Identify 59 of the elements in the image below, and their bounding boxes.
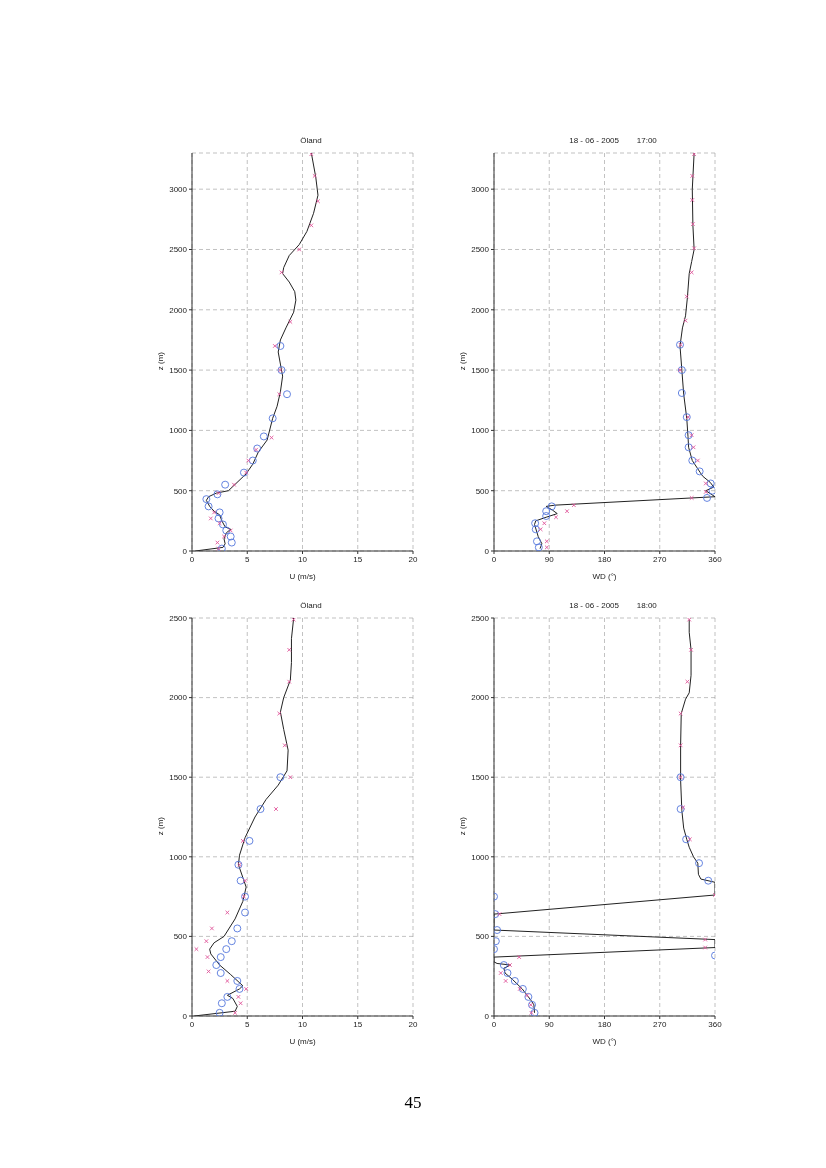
y-tick-label: 0	[182, 546, 188, 556]
y-tick-label: 3000	[169, 185, 188, 195]
y-tick-label: 2000	[169, 693, 188, 703]
y-tick-label: 1000	[471, 426, 490, 436]
y-tick-label: 2000	[471, 305, 490, 315]
y-tick-label: 2500	[471, 613, 490, 623]
chart-title: Öland	[299, 600, 323, 612]
y-tick-label: 1500	[169, 773, 188, 783]
text: 45	[403, 1093, 423, 1113]
y-tick-label: 2000	[471, 693, 490, 703]
y-tick-label: 3000	[471, 185, 490, 195]
y-tick-label: 500	[475, 486, 490, 496]
y-tick-label: 2500	[169, 613, 188, 623]
x-tick-label: 0	[189, 1019, 195, 1029]
y-tick-label: 500	[173, 486, 188, 496]
x-tick-label: 270	[653, 554, 667, 564]
x-tick-label: 270	[653, 1019, 667, 1029]
chart-title: 18 - 06 - 2005 18:00	[568, 600, 658, 612]
x-axis-title: WD (°)	[592, 572, 617, 581]
x-tick-label: 20	[408, 1019, 418, 1029]
y-tick-label: 2500	[169, 245, 188, 255]
y-tick-label: 1000	[471, 852, 490, 862]
y-tick-label: 0	[484, 546, 490, 556]
y-tick-label: 0	[484, 1011, 490, 1021]
x-tick-label: 10	[298, 1019, 308, 1029]
y-tick-label: 1000	[169, 426, 188, 436]
x-tick-label: 20	[408, 554, 418, 564]
x-tick-label: 180	[597, 554, 612, 564]
y-axis-title: z (m)	[457, 816, 467, 836]
x-axis-title: U (m/s)	[289, 1037, 316, 1046]
x-tick-label: 90	[544, 554, 555, 564]
y-tick-label: 2500	[471, 245, 490, 255]
x-tick-label: 5	[245, 1019, 251, 1029]
y-tick-label: 1500	[169, 365, 188, 375]
x-tick-label: 360	[708, 554, 723, 564]
x-tick-label: 360	[708, 1019, 723, 1029]
x-tick-label: 10	[298, 554, 308, 564]
y-tick-label: 1500	[471, 773, 490, 783]
x-tick-label: 0	[491, 554, 497, 564]
y-tick-label: 1500	[471, 365, 490, 375]
x-tick-label: 15	[353, 1019, 363, 1029]
y-tick-label: 1000	[169, 852, 188, 862]
y-tick-label: 0	[182, 1011, 188, 1021]
x-tick-label: 180	[597, 1019, 612, 1029]
y-axis-title: z (m)	[155, 351, 165, 371]
x-tick-label: 90	[544, 1019, 555, 1029]
x-tick-label: 0	[189, 554, 195, 564]
y-tick-label: 2000	[169, 305, 188, 315]
y-axis-title: z (m)	[155, 816, 165, 836]
chart-title: 18 - 06 - 2005 17:00	[568, 135, 658, 147]
x-tick-label: 5	[245, 554, 251, 564]
x-axis-title: WD (°)	[592, 1037, 617, 1046]
x-tick-label: 0	[491, 1019, 497, 1029]
y-tick-label: 500	[173, 932, 188, 942]
x-axis-title: U (m/s)	[289, 572, 316, 581]
x-tick-label: 15	[353, 554, 363, 564]
y-tick-label: 500	[475, 932, 490, 942]
chart-title: Öland	[299, 135, 323, 147]
y-axis-title: z (m)	[457, 351, 467, 371]
